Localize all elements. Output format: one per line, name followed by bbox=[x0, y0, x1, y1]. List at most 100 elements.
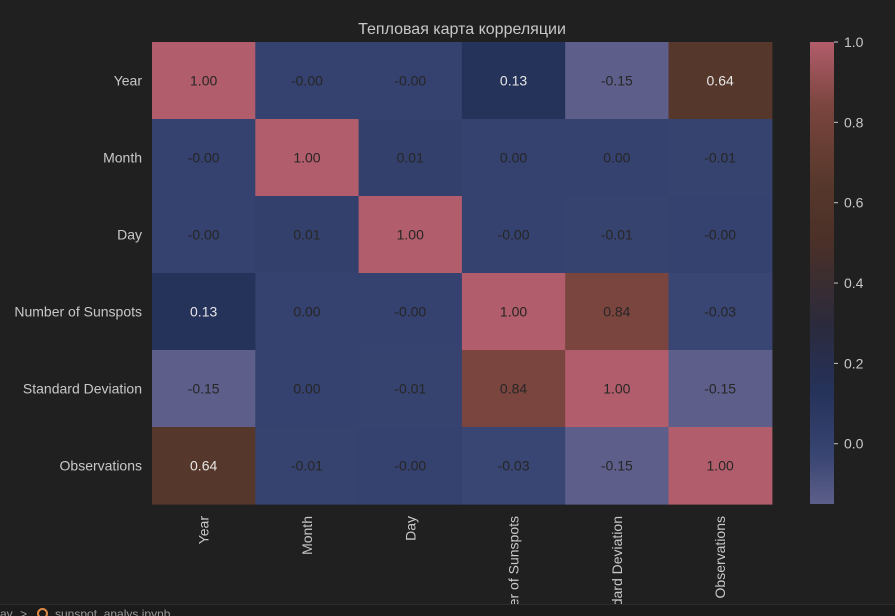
breadcrumb-notebook-name[interactable]: sunspot_analys.ipynb bbox=[55, 607, 171, 616]
heatmap-cell bbox=[152, 196, 256, 274]
colorbar-tick-label: 1.0 bbox=[844, 34, 864, 50]
heatmap-cell bbox=[668, 273, 773, 351]
heatmap-cell-label: -0.15 bbox=[704, 381, 736, 397]
heatmap-cell-label: -0.01 bbox=[291, 458, 323, 474]
heatmap-cell-label: -0.03 bbox=[498, 458, 530, 474]
colorbar bbox=[810, 42, 834, 504]
row-tick-label: Month bbox=[103, 150, 142, 166]
heatmap-cell-label: 1.00 bbox=[190, 73, 217, 89]
heatmap-cell-label: -0.01 bbox=[601, 227, 633, 243]
heatmap-cell-label: 0.84 bbox=[603, 304, 630, 320]
heatmap-cell-label: 0.00 bbox=[500, 150, 527, 166]
row-tick-label: Day bbox=[117, 227, 142, 243]
colorbar-tick-label: 0.0 bbox=[844, 436, 864, 452]
heatmap-cell bbox=[152, 42, 256, 120]
heatmap-cell bbox=[565, 273, 670, 351]
heatmap-cell bbox=[565, 350, 670, 428]
colorbar-tick-label: 0.8 bbox=[844, 114, 864, 130]
heatmap-cell-label: 1.00 bbox=[603, 381, 630, 397]
heatmap-cell-label: 1.00 bbox=[293, 150, 320, 166]
heatmap-cell-label: -0.00 bbox=[394, 304, 426, 320]
heatmap-cell-label: -0.00 bbox=[291, 73, 323, 89]
heatmap-cell bbox=[152, 273, 256, 351]
heatmap-cell bbox=[255, 119, 360, 197]
heatmap-cell-label: -0.00 bbox=[394, 73, 426, 89]
row-tick-labels: Year Month Day Number of Sunspots Standard D… bbox=[14, 73, 142, 474]
heatmap-cell bbox=[255, 427, 360, 505]
heatmap-cell-label: 1.00 bbox=[500, 304, 527, 320]
heatmap-cell bbox=[358, 427, 463, 505]
column-tick-label: Year bbox=[196, 516, 212, 545]
heatmap-cell-label: 0.13 bbox=[190, 304, 217, 320]
heatmap-cell-label: -0.00 bbox=[394, 458, 426, 474]
heatmap-cell-label: 0.01 bbox=[397, 150, 424, 166]
column-tick-labels: Year Month Day Number of Sunspots Standard D… bbox=[196, 516, 729, 604]
heatmap-cell-label: -0.00 bbox=[704, 227, 736, 243]
heatmap-cell bbox=[152, 427, 256, 505]
heatmap-cell-label: 0.00 bbox=[293, 381, 320, 397]
column-tick-label: Day bbox=[402, 516, 418, 541]
heatmap-cell-label: -0.15 bbox=[601, 458, 633, 474]
column-tick-label: Number of Sunspots bbox=[506, 516, 522, 604]
heatmap-cell-label: 1.00 bbox=[397, 227, 424, 243]
heatmap-cell bbox=[461, 119, 566, 197]
heatmap-cell-label: -0.01 bbox=[394, 381, 426, 397]
heatmap-cell bbox=[152, 350, 256, 428]
heatmap-cell-label: -0.15 bbox=[601, 73, 633, 89]
heatmap-cell-label: 0.13 bbox=[500, 73, 527, 89]
heatmap-cell-label: 0.64 bbox=[707, 73, 734, 89]
heatmap-cell bbox=[565, 196, 670, 274]
heatmap-cell-label: -0.03 bbox=[704, 304, 736, 320]
row-tick-label: Standard Deviation bbox=[23, 381, 142, 397]
chart-title: Тепловая карта корреляции bbox=[358, 21, 566, 38]
colorbar-ticks: 0.0 0.2 0.4 0.6 0.8 1.0 bbox=[834, 34, 864, 452]
colorbar-tick-label: 0.4 bbox=[844, 275, 864, 291]
heatmap-cell bbox=[461, 42, 566, 120]
heatmap-cell bbox=[358, 273, 463, 351]
heatmap-cell-label: -0.00 bbox=[188, 150, 220, 166]
heatmap-cell bbox=[668, 427, 773, 505]
heatmap-cell bbox=[152, 119, 256, 197]
heatmap-cell bbox=[358, 350, 463, 428]
heatmap-cell bbox=[255, 196, 360, 274]
heatmap-cell-label: 0.00 bbox=[603, 150, 630, 166]
heatmap-cell-label: 0.84 bbox=[500, 381, 527, 397]
row-tick-label: Year bbox=[114, 73, 143, 89]
heatmap-cell bbox=[358, 119, 463, 197]
heatmap-cell bbox=[668, 350, 773, 428]
heatmap-cell bbox=[461, 427, 566, 505]
row-tick-label: Observations bbox=[60, 458, 142, 474]
heatmap-cell-label: -0.15 bbox=[188, 381, 220, 397]
notebook-icon bbox=[37, 608, 48, 616]
heatmap-cell bbox=[255, 350, 360, 428]
heatmap-cell bbox=[565, 42, 670, 120]
heatmap-cell bbox=[668, 42, 773, 120]
heatmap-cell-label: 0.01 bbox=[293, 227, 320, 243]
heatmap-cell-labels: 1.00 -0.00 -0.00 0.13 -0.15 0.64 -0.00 1.00 0.01… bbox=[188, 73, 737, 474]
breadcrumb-separator: > bbox=[20, 607, 28, 616]
heatmap-cells bbox=[152, 42, 773, 505]
heatmap-cell bbox=[668, 196, 773, 274]
heatmap-cell-label: 0.00 bbox=[293, 304, 320, 320]
colorbar-tick-label: 0.2 bbox=[844, 355, 864, 371]
heatmap-cell bbox=[255, 42, 360, 120]
heatmap-cell bbox=[461, 350, 566, 428]
column-tick-label: Month bbox=[299, 516, 315, 555]
heatmap-cell bbox=[461, 273, 566, 351]
heatmap-cell bbox=[565, 427, 670, 505]
notebook-breadcrumb-bar: ay > sunspot_analys.ipynb bbox=[0, 604, 895, 616]
colorbar-tick-label: 0.6 bbox=[844, 195, 864, 211]
heatmap-cell bbox=[461, 196, 566, 274]
heatmap-cell-label: -0.00 bbox=[498, 227, 530, 243]
heatmap-cell bbox=[565, 119, 670, 197]
column-tick-label: Standard Deviation bbox=[609, 516, 625, 604]
heatmap-cell bbox=[358, 196, 463, 274]
breadcrumb-parent[interactable]: ay bbox=[0, 607, 13, 616]
heatmap-cell-label: -0.00 bbox=[188, 227, 220, 243]
column-tick-label: Observations bbox=[712, 516, 728, 598]
heatmap-cell bbox=[255, 273, 360, 351]
heatmap-cell bbox=[668, 119, 773, 197]
heatmap-cell bbox=[358, 42, 463, 120]
